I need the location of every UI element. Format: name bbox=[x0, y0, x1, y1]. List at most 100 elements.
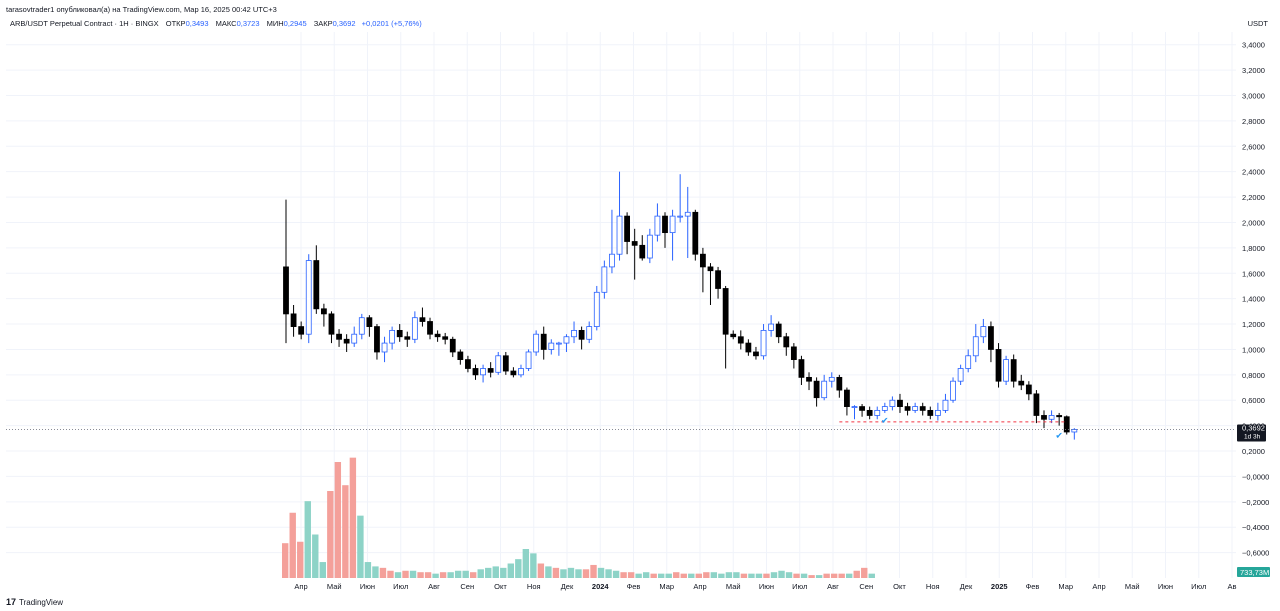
symbol-info: ARB/USDT Perpetual Contract · 1Н · BINGX… bbox=[10, 19, 422, 28]
candle-body bbox=[737, 336, 744, 344]
candle-body bbox=[1010, 359, 1017, 382]
volume-bar bbox=[673, 572, 680, 578]
price-tick-label: −0,4000 bbox=[1242, 523, 1269, 532]
volume-bar bbox=[778, 570, 785, 578]
candle-body bbox=[305, 260, 312, 335]
candle-body bbox=[578, 329, 585, 340]
candle-body bbox=[912, 406, 919, 411]
volume-bar bbox=[560, 569, 567, 578]
price-tick-label: −0,0000 bbox=[1242, 472, 1269, 481]
high-value: 0,3723 bbox=[236, 19, 260, 28]
volume-bar bbox=[319, 562, 326, 578]
candle-body bbox=[980, 326, 987, 338]
candle-body bbox=[707, 266, 714, 272]
candle-body bbox=[487, 368, 494, 373]
publisher-line: tarasovtrader1 опубликовал(а) на Trading… bbox=[6, 5, 277, 14]
time-tick-label: Июн bbox=[1158, 582, 1173, 591]
time-tick-label: Фев bbox=[627, 582, 641, 591]
volume-bar bbox=[785, 572, 793, 578]
candle-body bbox=[427, 321, 433, 335]
change-value: +0,0201 (+5,76%) bbox=[361, 19, 422, 28]
candle-body bbox=[715, 270, 721, 289]
candle-body bbox=[381, 342, 388, 353]
candle-body bbox=[1003, 359, 1009, 382]
candle-body bbox=[1041, 415, 1047, 420]
volume-bar bbox=[552, 567, 560, 578]
candle-body bbox=[897, 399, 903, 407]
candle-body bbox=[328, 313, 335, 335]
time-tick-label: Июл bbox=[1191, 582, 1206, 591]
candle-body bbox=[358, 317, 365, 335]
price-tick-label: 1,4000 bbox=[1242, 295, 1265, 304]
currency-label: USDT bbox=[1247, 19, 1268, 28]
price-tick-label: 1,6000 bbox=[1242, 269, 1265, 278]
volume-bar bbox=[432, 573, 439, 578]
symbol-name[interactable]: ARB/USDT Perpetual Contract · 1Н · BINGX bbox=[10, 19, 159, 28]
logo-mark-icon: 17 bbox=[6, 597, 17, 607]
volume-bar bbox=[297, 541, 304, 578]
price-tick-label: 2,2000 bbox=[1242, 193, 1265, 202]
volume-bar bbox=[454, 570, 462, 578]
low-value: 0,2945 bbox=[283, 19, 307, 28]
candle-body bbox=[480, 368, 486, 376]
candle-body bbox=[290, 313, 297, 327]
candle-body bbox=[518, 368, 524, 376]
volume-bar bbox=[424, 572, 432, 578]
candle-body bbox=[889, 399, 896, 407]
time-tick-label: Июн bbox=[360, 582, 375, 591]
candle-body bbox=[571, 329, 577, 338]
volume-bar bbox=[861, 567, 868, 578]
tradingview-logo[interactable]: 17 TradingView bbox=[6, 597, 63, 607]
volume-bar bbox=[793, 573, 800, 578]
time-tick-label: Ав bbox=[1228, 582, 1237, 591]
price-tick-label: 3,0000 bbox=[1242, 91, 1265, 100]
volume-bar bbox=[642, 572, 650, 578]
candle-body bbox=[343, 338, 350, 344]
close-value: 0,3692 bbox=[332, 19, 356, 28]
candle-body bbox=[1025, 384, 1032, 395]
time-tick-label: Июн bbox=[759, 582, 774, 591]
time-tick-label: Июл bbox=[393, 582, 408, 591]
time-tick-label: 2024 bbox=[592, 582, 610, 591]
countdown-label: 1d 3h bbox=[1244, 434, 1261, 441]
price-tick-label: 3,4000 bbox=[1242, 41, 1265, 50]
open-value: 0,3493 bbox=[185, 19, 209, 28]
volume-bar bbox=[530, 553, 537, 578]
time-tick-label: Фев bbox=[1026, 582, 1040, 591]
time-tick-label: Сен bbox=[460, 582, 474, 591]
candle-body bbox=[957, 368, 964, 382]
candle-body bbox=[950, 380, 956, 401]
candle-body bbox=[662, 215, 668, 234]
time-tick-label: Окт bbox=[893, 582, 906, 591]
candle-body bbox=[624, 215, 630, 242]
candle-body bbox=[366, 317, 373, 327]
volume-bar bbox=[500, 567, 507, 578]
volume-bar bbox=[447, 572, 454, 578]
volume-bar bbox=[282, 543, 289, 578]
candle-body bbox=[904, 406, 911, 411]
candle-body bbox=[798, 359, 805, 378]
volume-bar bbox=[650, 573, 657, 578]
candle-body bbox=[298, 326, 305, 335]
time-tick-label: Май bbox=[726, 582, 741, 591]
price-tick-label: 0,8000 bbox=[1242, 371, 1265, 380]
candle-body bbox=[502, 355, 509, 372]
volume-bar bbox=[718, 573, 725, 578]
candle-body bbox=[609, 253, 615, 268]
price-tick-label: −0,2000 bbox=[1242, 498, 1269, 507]
volume-bar bbox=[763, 573, 770, 578]
time-tick-label: 2025 bbox=[991, 582, 1008, 591]
volume-bar bbox=[545, 566, 552, 578]
candle-body bbox=[768, 323, 775, 331]
candle-body bbox=[631, 241, 638, 246]
logo-text: TradingView bbox=[19, 597, 64, 607]
candle-body bbox=[593, 291, 600, 327]
candle-body bbox=[684, 211, 691, 217]
volume-bar bbox=[680, 573, 687, 578]
volume-bar bbox=[830, 573, 838, 578]
candle-body bbox=[1018, 380, 1025, 386]
candle-body bbox=[806, 376, 812, 382]
time-tick-label: Окт bbox=[494, 582, 507, 591]
volume-bar bbox=[710, 572, 718, 578]
